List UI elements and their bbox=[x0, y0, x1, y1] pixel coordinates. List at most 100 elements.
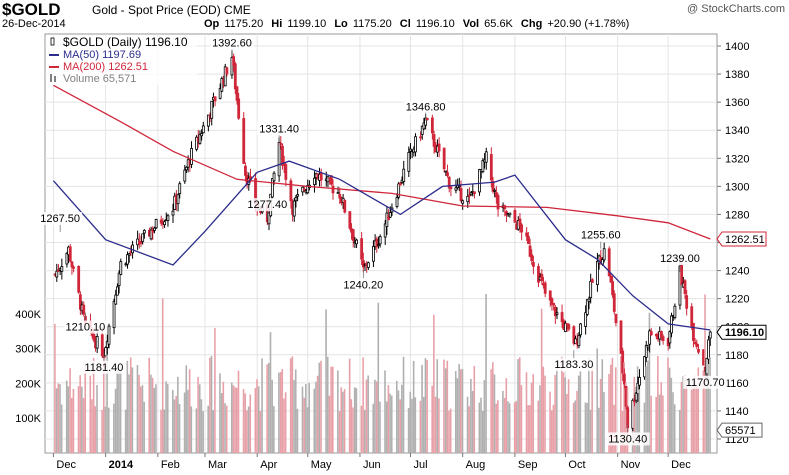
candle-body bbox=[206, 114, 210, 127]
candle-body bbox=[378, 236, 382, 245]
annotation-label: 1277.40 bbox=[247, 199, 287, 211]
candle-body bbox=[338, 194, 342, 199]
candle-body bbox=[195, 136, 198, 150]
volume-bar bbox=[613, 404, 615, 453]
volume-bar bbox=[658, 394, 661, 453]
candle-body bbox=[457, 185, 461, 188]
candle-body bbox=[491, 180, 495, 192]
volume-bar bbox=[407, 407, 410, 453]
volume-bar bbox=[446, 360, 449, 453]
volume-bar bbox=[89, 375, 92, 453]
quote-date: 26-Dec-2014 bbox=[2, 18, 66, 30]
candle-body bbox=[585, 299, 589, 315]
volume-bar bbox=[372, 403, 375, 453]
candle-body bbox=[183, 169, 187, 182]
legend-row-bg bbox=[47, 49, 197, 61]
volume-bar bbox=[175, 395, 177, 453]
candle-body bbox=[693, 341, 697, 344]
legend-candle-icon bbox=[50, 37, 55, 46]
volume-bar bbox=[401, 384, 403, 453]
candle-body bbox=[621, 350, 625, 374]
volume-bar bbox=[684, 375, 686, 453]
candle-body bbox=[552, 302, 556, 306]
candle-body bbox=[223, 66, 227, 87]
volume-bar bbox=[390, 395, 393, 453]
annotation-label: 1170.70 bbox=[686, 377, 725, 389]
candle-body bbox=[289, 180, 293, 202]
legend-entry: MA(200) 1262.51 bbox=[63, 61, 148, 73]
volume-bar bbox=[709, 357, 711, 453]
volume-bar bbox=[244, 393, 247, 453]
volume-bar bbox=[338, 411, 341, 453]
candle-body bbox=[636, 382, 640, 395]
volume-bar bbox=[343, 389, 346, 453]
candle-body bbox=[680, 265, 684, 285]
volume-bar bbox=[490, 369, 492, 453]
candle-body bbox=[419, 136, 422, 139]
candle-body bbox=[590, 279, 594, 283]
candle-body bbox=[77, 266, 81, 293]
volume-bar bbox=[525, 372, 528, 453]
volume-bar bbox=[268, 362, 270, 453]
volume-bar bbox=[645, 366, 647, 453]
volume-bar bbox=[513, 402, 516, 453]
x-axis-tick-label: Aug bbox=[466, 459, 486, 471]
candle-body bbox=[567, 324, 571, 330]
candle-body bbox=[414, 136, 417, 153]
candle-body bbox=[638, 377, 641, 386]
quote-label: Hi bbox=[271, 18, 283, 30]
volume-bar bbox=[151, 377, 154, 453]
candle-body bbox=[201, 125, 205, 134]
volume-bar bbox=[273, 406, 275, 453]
volume-bar bbox=[497, 400, 499, 453]
volume-bar bbox=[633, 376, 636, 453]
volume-bar bbox=[330, 366, 332, 453]
candle-body bbox=[139, 241, 143, 244]
candle-body bbox=[508, 212, 512, 216]
volume-bar bbox=[316, 375, 319, 453]
candle-body bbox=[660, 331, 663, 338]
volume-bar bbox=[550, 410, 553, 453]
x-axis-tick-label: Nov bbox=[621, 459, 641, 471]
y-axis-tick-label: 1140 bbox=[725, 406, 749, 418]
volume-bar bbox=[458, 363, 460, 453]
quote-value: 1199.10 bbox=[284, 18, 327, 30]
volume-bar bbox=[650, 395, 652, 453]
volume-bar bbox=[567, 379, 570, 453]
volume-bar bbox=[256, 379, 258, 453]
volume-bar bbox=[283, 398, 285, 453]
volume-bar bbox=[284, 392, 287, 453]
candle-body bbox=[420, 125, 424, 135]
volume-bar bbox=[72, 388, 75, 453]
volume-bar bbox=[271, 379, 273, 453]
last-price-tag-box bbox=[716, 324, 767, 340]
candle-body bbox=[225, 67, 229, 75]
volume-bar bbox=[308, 382, 311, 453]
volume-bar bbox=[424, 358, 427, 453]
volume-bar bbox=[456, 378, 459, 453]
candle-body bbox=[244, 165, 247, 176]
instrument-description: Gold - Spot Price (EOD) CME bbox=[92, 3, 251, 17]
legend-entry: MA(50) 1197.69 bbox=[63, 49, 141, 61]
volume-bar bbox=[444, 368, 447, 453]
candle-body bbox=[402, 168, 406, 182]
legend-row-bg bbox=[47, 61, 197, 73]
candle-body bbox=[496, 195, 500, 210]
volume-bar bbox=[385, 401, 388, 453]
volume-bar bbox=[364, 409, 366, 453]
candle-body bbox=[284, 164, 288, 180]
candle-body bbox=[331, 185, 335, 194]
volume-bar bbox=[293, 380, 295, 453]
volume-bar bbox=[702, 370, 705, 453]
volume-bar bbox=[259, 411, 262, 453]
candle-body bbox=[513, 210, 517, 223]
ma200-value-tag: 1262.51 bbox=[725, 234, 765, 246]
volume-bar bbox=[185, 365, 188, 453]
candle-body bbox=[560, 312, 564, 323]
volume-bar bbox=[91, 399, 93, 453]
volume-bar bbox=[247, 406, 250, 453]
y-axis-tick-label: 1220 bbox=[725, 294, 749, 306]
volume-bar bbox=[104, 406, 107, 453]
volume-bar bbox=[540, 308, 543, 453]
